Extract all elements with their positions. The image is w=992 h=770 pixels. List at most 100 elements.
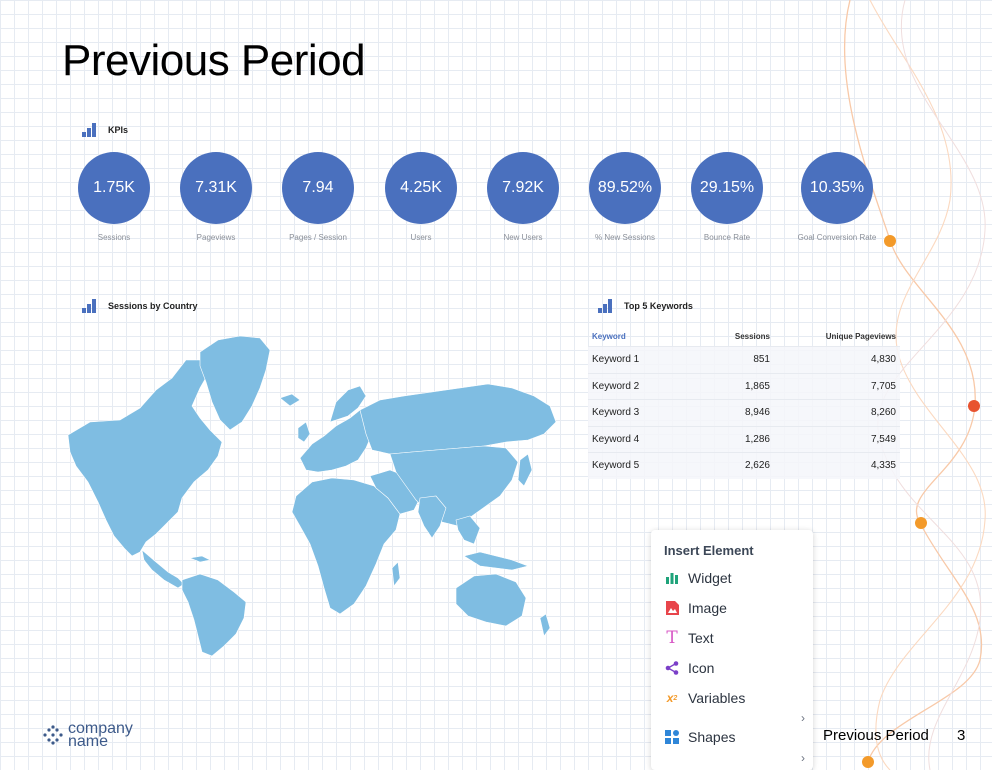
kpi-label: New Users: [503, 233, 543, 242]
map-region-south-america: [181, 573, 247, 657]
table-row: Keyword 4 1,286 7,549: [588, 425, 900, 452]
table-cell: 4,830: [870, 354, 896, 366]
image-icon: [664, 600, 680, 616]
world-map[interactable]: [60, 330, 560, 660]
kpi-label: Goal Conversion Rate: [797, 233, 877, 242]
logo-line-2: name: [68, 733, 109, 750]
insert-icon-item[interactable]: Icon: [664, 660, 714, 676]
kpi-value: 29.15%: [691, 152, 763, 224]
kpi-new-users[interactable]: 7.92K New Users: [473, 152, 573, 242]
logo-line-1: company: [68, 720, 133, 737]
table-cell: 1,286: [744, 433, 770, 445]
bar-chart-icon: [664, 570, 680, 586]
logo-text: company name: [68, 720, 133, 750]
chevron-right-icon[interactable]: ›: [801, 751, 805, 765]
kpi-goal-conversion-rate[interactable]: 10.35% Goal Conversion Rate: [787, 152, 887, 242]
map-region-north-america: [67, 359, 223, 557]
decorative-dot: [968, 400, 980, 412]
table-row: Keyword 2 1,865 7,705: [588, 372, 900, 399]
insert-text-item[interactable]: T Text: [664, 628, 714, 648]
logo-mark-icon: [43, 725, 63, 745]
table-cell: 2,626: [744, 460, 770, 472]
column-header-unique-pageviews[interactable]: Unique Pageviews: [825, 331, 896, 341]
map-region-central-america: [141, 549, 185, 589]
kpi-pages-per-session[interactable]: 7.94 Pages / Session: [268, 152, 368, 242]
insert-image-label: Image: [688, 600, 727, 616]
kpi-value: 1.75K: [78, 152, 150, 224]
kpi-value: 89.52%: [589, 152, 661, 224]
keywords-section-header: Top 5 Keywords: [598, 299, 693, 313]
table-cell: Keyword 3: [592, 407, 640, 419]
kpi-label: Bounce Rate: [703, 233, 751, 242]
kpi-pageviews[interactable]: 7.31K Pageviews: [166, 152, 266, 242]
table-cell: 8,260: [870, 407, 896, 419]
table-cell: Keyword 2: [592, 380, 640, 392]
kpi-value: 10.35%: [801, 152, 873, 224]
map-region-russia: [359, 383, 557, 455]
map-region-africa: [291, 477, 401, 615]
insert-text-label: Text: [688, 630, 714, 646]
kpi-section-title: KPIs: [108, 125, 129, 135]
page-number: 3: [957, 727, 966, 744]
page-title[interactable]: Previous Period: [62, 36, 366, 85]
table-cell: Keyword 1: [592, 354, 640, 366]
kpi-label: Users: [410, 233, 432, 242]
shapes-icon: [664, 729, 680, 745]
insert-menu-title: Insert Element: [664, 543, 754, 558]
table-cell: 7,705: [870, 380, 896, 392]
insert-element-menu: Insert Element Widget Image T Text Icon …: [651, 530, 813, 770]
map-region-southeast-asia: [455, 515, 481, 545]
map-region-greenland: [199, 335, 271, 431]
table-cell: 7,549: [870, 433, 896, 445]
map-region-japan: [517, 453, 533, 487]
chevron-right-icon[interactable]: ›: [801, 711, 805, 725]
insert-shapes-label: Shapes: [688, 729, 736, 745]
kpi-value: 7.92K: [487, 152, 559, 224]
widget-stairs-icon: [82, 123, 96, 137]
insert-shapes-item[interactable]: Shapes: [664, 729, 735, 745]
kpi-label: Sessions: [97, 233, 131, 242]
table-cell: 4,335: [870, 460, 896, 472]
table-row: Keyword 3 8,946 8,260: [588, 399, 900, 426]
kpi-users[interactable]: 4.25K Users: [371, 152, 471, 242]
table-row: Keyword 5 2,626 4,335: [588, 452, 900, 479]
table-header-row: Keyword Sessions Unique Pageviews: [588, 326, 900, 346]
map-region-new-zealand: [539, 613, 551, 637]
kpi-bounce-rate[interactable]: 29.15% Bounce Rate: [677, 152, 777, 242]
map-region-australia: [455, 573, 527, 627]
insert-widget-item[interactable]: Widget: [664, 570, 732, 586]
keywords-section-title: Top 5 Keywords: [624, 301, 693, 311]
map-region-caribbean: [188, 555, 211, 563]
map-region-iceland: [279, 393, 301, 407]
insert-variables-label: Variables: [688, 690, 746, 706]
kpi-label: Pageviews: [196, 233, 236, 242]
insert-icon-label: Icon: [688, 660, 715, 676]
kpi-new-sessions[interactable]: 89.52% % New Sessions: [575, 152, 675, 242]
kpi-label: % New Sessions: [594, 233, 656, 242]
kpi-sessions[interactable]: 1.75K Sessions: [64, 152, 164, 242]
column-header-sessions[interactable]: Sessions: [734, 331, 770, 341]
keywords-table[interactable]: Keyword Sessions Unique Pageviews Keywor…: [588, 326, 900, 479]
map-region-uk: [297, 421, 311, 443]
insert-image-item[interactable]: Image: [664, 600, 727, 616]
map-region-asia: [389, 445, 519, 527]
kpi-value: 4.25K: [385, 152, 457, 224]
table-cell: Keyword 5: [592, 460, 640, 472]
widget-stairs-icon: [598, 299, 612, 313]
table-cell: Keyword 4: [592, 433, 640, 445]
table-cell: 8,946: [744, 407, 770, 419]
widget-stairs-icon: [82, 299, 96, 313]
text-icon: T: [666, 628, 678, 648]
footer-title: Previous Period: [823, 727, 929, 744]
kpi-value: 7.94: [282, 152, 354, 224]
column-header-keyword[interactable]: Keyword: [592, 331, 626, 341]
table-cell: 1,865: [744, 380, 770, 392]
decorative-dot: [915, 517, 927, 529]
map-region-india: [417, 495, 447, 539]
share-icon: [664, 660, 680, 676]
table-cell: 851: [753, 354, 770, 366]
map-region-scandinavia: [329, 385, 367, 423]
